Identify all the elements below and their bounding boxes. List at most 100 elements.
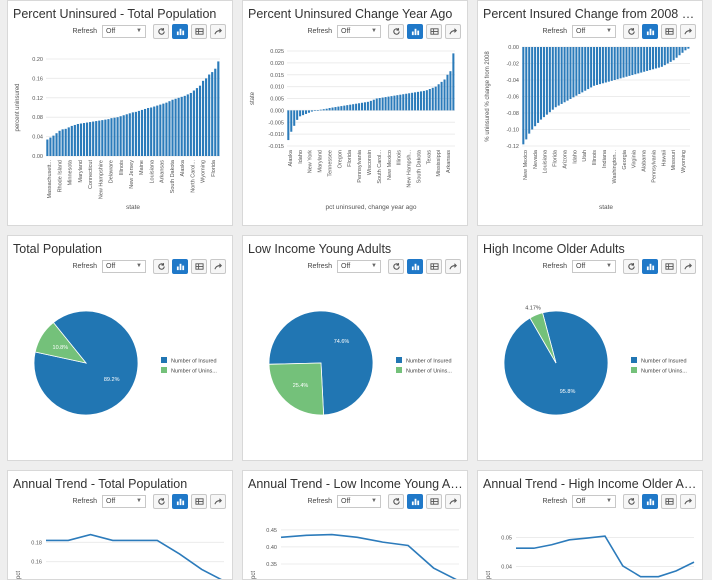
bar-chart-percent-uninsured: 0.00 0.04 0.08 0.12 0.16 0.20 Massachusett... R… xyxy=(15,57,220,211)
table-view-button[interactable] xyxy=(426,23,442,39)
table-view-button[interactable] xyxy=(661,23,677,39)
table-view-button[interactable] xyxy=(191,23,207,39)
chart-view-button[interactable] xyxy=(642,23,658,39)
x-tick-label: Arkansas xyxy=(160,160,166,183)
chart-view-button[interactable] xyxy=(172,493,188,509)
bar xyxy=(575,47,578,96)
bar xyxy=(346,105,349,111)
chart-view-button[interactable] xyxy=(407,258,423,274)
bar xyxy=(143,108,147,156)
bar xyxy=(405,93,408,111)
bar xyxy=(82,123,86,156)
bar xyxy=(539,47,543,120)
refresh-select[interactable]: Off ▼ xyxy=(102,24,146,38)
table-view-button[interactable] xyxy=(661,258,677,274)
legend-swatch xyxy=(631,367,637,373)
chevron-down-icon: ▼ xyxy=(371,263,377,269)
refresh-button[interactable] xyxy=(153,258,169,274)
bar xyxy=(165,102,168,156)
refresh-button[interactable] xyxy=(623,493,639,509)
bar xyxy=(95,121,98,156)
pie-chart-low-income-young-adults: 74.6% 25.4% Number of Insured Number of Uni… xyxy=(268,310,452,416)
share-button[interactable] xyxy=(210,493,226,509)
bar xyxy=(598,47,601,85)
refresh-select[interactable]: Off ▼ xyxy=(572,259,616,273)
y-tick-label: 0.000 xyxy=(270,108,284,114)
share-button[interactable] xyxy=(210,23,226,39)
chart-view-icon xyxy=(176,28,184,35)
legend-label: Number of Unins... xyxy=(406,369,452,375)
bar xyxy=(319,109,322,111)
x-tick-label: Oregon xyxy=(337,150,343,168)
refresh-select[interactable]: Off ▼ xyxy=(337,24,381,38)
table-view-button[interactable] xyxy=(661,493,677,509)
share-button[interactable] xyxy=(445,258,461,274)
refresh-select[interactable]: Off ▼ xyxy=(102,494,146,508)
refresh-button[interactable] xyxy=(623,23,639,39)
chart-view-button[interactable] xyxy=(642,258,658,274)
refresh-select[interactable]: Off ▼ xyxy=(572,494,616,508)
bar xyxy=(337,106,340,111)
refresh-label: Refresh xyxy=(72,497,97,505)
refresh-select[interactable]: Off ▼ xyxy=(102,259,146,273)
bar xyxy=(381,97,384,111)
refresh-select-value: Off xyxy=(106,497,116,505)
share-button[interactable] xyxy=(680,493,696,509)
x-tick-label: Illinois xyxy=(119,160,125,176)
bar xyxy=(325,108,328,111)
refresh-button[interactable] xyxy=(388,493,404,509)
x-tick-label: Maryland xyxy=(318,150,324,173)
bar xyxy=(422,90,425,111)
refresh-icon xyxy=(392,27,400,35)
bar xyxy=(446,74,449,111)
bar xyxy=(657,47,660,68)
chart-view-button[interactable] xyxy=(407,23,423,39)
table-view-button[interactable] xyxy=(426,493,442,509)
table-view-button[interactable] xyxy=(191,493,207,509)
share-icon xyxy=(448,497,457,504)
bar xyxy=(137,110,141,156)
chart-view-button[interactable] xyxy=(407,493,423,509)
share-button[interactable] xyxy=(445,493,461,509)
share-button[interactable] xyxy=(680,258,696,274)
x-tick-label: Wyoming xyxy=(681,150,687,173)
refresh-select[interactable]: Off ▼ xyxy=(337,259,381,273)
bar xyxy=(522,47,525,145)
x-tick-label: New Jersey xyxy=(129,160,135,189)
bar xyxy=(669,47,672,62)
refresh-button[interactable] xyxy=(388,23,404,39)
legend-label: Number of Unins... xyxy=(641,369,687,375)
bar xyxy=(55,133,58,156)
x-tick-label: Washington... xyxy=(612,150,618,184)
table-view-button[interactable] xyxy=(191,258,207,274)
y-tick-label: 0.35 xyxy=(266,562,277,568)
refresh-button[interactable] xyxy=(388,258,404,274)
refresh-select-value: Off xyxy=(106,262,116,270)
chart-view-button[interactable] xyxy=(642,493,658,509)
table-view-button[interactable] xyxy=(426,258,442,274)
share-button[interactable] xyxy=(210,258,226,274)
bar xyxy=(307,110,310,113)
refresh-select[interactable]: Off ▼ xyxy=(572,24,616,38)
bar xyxy=(443,79,446,111)
refresh-button[interactable] xyxy=(153,493,169,509)
refresh-icon xyxy=(627,497,635,505)
refresh-button[interactable] xyxy=(623,258,639,274)
x-tick-label: Utah xyxy=(582,150,588,162)
y-tick-label: 0.18 xyxy=(31,540,42,546)
y-tick-label: 0.45 xyxy=(266,528,277,534)
bar xyxy=(296,110,299,120)
share-button[interactable] xyxy=(445,23,461,39)
bar xyxy=(180,96,183,156)
refresh-button[interactable] xyxy=(153,23,169,39)
bar xyxy=(79,123,83,156)
bar xyxy=(390,96,393,111)
bar xyxy=(649,47,652,71)
refresh-select[interactable]: Off ▼ xyxy=(337,494,381,508)
bar xyxy=(98,120,101,156)
bar xyxy=(640,47,643,73)
chevron-down-icon: ▼ xyxy=(371,498,377,504)
share-button[interactable] xyxy=(680,23,696,39)
chart-view-button[interactable] xyxy=(172,258,188,274)
chart-view-button[interactable] xyxy=(172,23,188,39)
